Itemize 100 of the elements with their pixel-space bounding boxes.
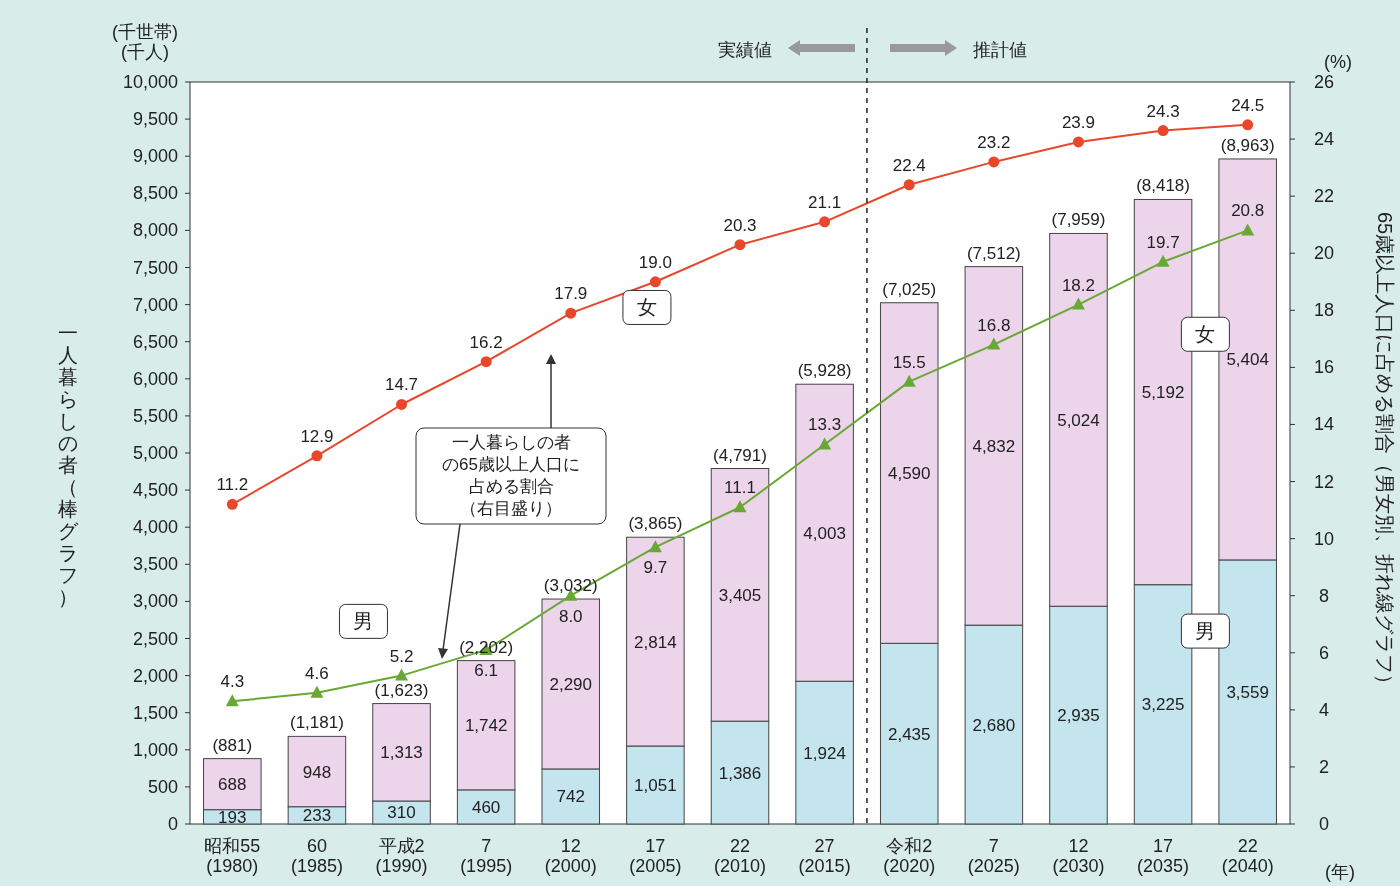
data-label: 1,924 [803, 743, 846, 763]
data-label: 23.2 [977, 132, 1011, 152]
y2-tick-label: 26 [1313, 72, 1335, 92]
data-label: 1,313 [380, 743, 423, 763]
data-label: 2,290 [549, 674, 593, 694]
y-tick-label: 7,000 [132, 294, 178, 315]
y-tick-label: 1,000 [132, 739, 178, 760]
text: 一人暮らしの者（棒グラフ） [58, 322, 78, 608]
series-label: 男 [1195, 620, 1216, 643]
data-label: 310 [387, 803, 416, 823]
point [988, 156, 1000, 168]
data-label: 19.0 [638, 252, 672, 272]
total-label: (7,959) [1051, 210, 1106, 230]
y2-tick-label: 8 [1318, 585, 1330, 606]
data-label: 4.3 [220, 672, 245, 692]
y2-tick-label: 16 [1313, 357, 1335, 378]
x-tick-label: 昭和55 (1980) [204, 836, 261, 876]
point [734, 239, 746, 251]
data-label: 13.3 [808, 415, 842, 435]
text: (%) [1324, 52, 1352, 72]
data-label: 18.2 [1061, 275, 1096, 295]
callout: 一人暮らしの者の65歳以上人口に占める割合（右目盛り） [415, 427, 607, 525]
point [903, 179, 915, 191]
point [1241, 223, 1255, 236]
total-label: (7,025) [882, 279, 937, 299]
data-label: 17.9 [554, 284, 588, 304]
data-label: 9.7 [643, 558, 668, 578]
series-label: 女 [1195, 323, 1216, 346]
total-label: (4,791) [713, 445, 767, 465]
y2-tick-label: 4 [1318, 699, 1330, 720]
x-tick-label: 12 (2000) [544, 836, 597, 876]
point [987, 337, 1001, 350]
point [565, 307, 577, 319]
data-label: 8.0 [558, 606, 583, 626]
total-label: (1,181) [289, 713, 344, 733]
x-tick-label: 60 (1985) [290, 836, 343, 876]
data-label: 11.2 [216, 475, 249, 495]
y-tick-label: 10,000 [122, 72, 178, 92]
data-label: 3,225 [1141, 695, 1185, 715]
y-tick-label: 6,500 [132, 331, 178, 352]
point [225, 694, 239, 707]
x-tick-label: 平成2 (1990) [375, 836, 428, 876]
y-tick-label: 4,000 [132, 517, 178, 538]
total-label: (7,512) [966, 243, 1021, 263]
data-label: 16.2 [469, 332, 503, 352]
data-label: 4,832 [972, 436, 1016, 456]
y-tick-label: 500 [147, 776, 178, 797]
data-label: 5,192 [1141, 383, 1185, 403]
y-tick-label: 0 [167, 814, 178, 834]
y2-tick-label: 14 [1313, 414, 1335, 435]
y-tick-label: 5,500 [132, 405, 178, 426]
data-label: 3,405 [718, 585, 762, 605]
y2-tick-label: 10 [1313, 528, 1335, 549]
y2-tick-label: 2 [1318, 756, 1330, 777]
point [1157, 125, 1169, 137]
data-label: 12.9 [300, 426, 334, 446]
point [1072, 136, 1084, 148]
y2-tick-label: 20 [1313, 243, 1335, 264]
data-label: 19.7 [1146, 232, 1180, 252]
data-label: 24.5 [1231, 95, 1265, 115]
text: (年) [1325, 862, 1355, 882]
data-label: 14.7 [384, 375, 419, 395]
data-label: 2,814 [634, 632, 677, 652]
point [311, 450, 323, 462]
data-label: 193 [218, 807, 247, 827]
y-tick-label: 8,000 [132, 220, 178, 241]
data-label: 20.3 [723, 215, 757, 235]
x-tick-label: 17 (2035) [1137, 836, 1190, 876]
text: 実績値 [718, 40, 772, 60]
y2-tick-label: 22 [1313, 186, 1335, 207]
data-label: 1,742 [464, 716, 508, 736]
total-label: (881) [212, 735, 253, 755]
point [648, 540, 662, 553]
y-tick-label: 3,500 [132, 554, 178, 575]
point [310, 685, 324, 698]
point [819, 216, 831, 228]
data-label: 460 [471, 797, 501, 817]
data-label: 2,680 [972, 715, 1016, 735]
data-label: 11.1 [724, 478, 756, 498]
y2-tick-label: 12 [1313, 471, 1335, 492]
y2-axis-title: 65歳以上人口に占める割合（男女別、折れ線グラフ） [1374, 211, 1396, 695]
x-tick-label: 22 (2040) [1221, 836, 1274, 876]
x-tick-label: 22 (2010) [713, 836, 767, 876]
point [649, 276, 661, 288]
y-tick-label: 3,000 [132, 591, 178, 612]
data-label: 22.4 [892, 155, 926, 175]
data-label: 16.8 [977, 315, 1011, 335]
y-tick-label: 7,500 [132, 257, 178, 278]
point [1156, 254, 1170, 267]
point [733, 500, 747, 513]
y-tick-label: 5,000 [132, 443, 178, 463]
data-label: 21.1 [808, 192, 842, 212]
data-label: 6.1 [474, 660, 498, 680]
total-label: (8,963) [1220, 135, 1275, 155]
y-tick-label: 6,000 [132, 368, 178, 389]
data-label: 5.2 [389, 646, 414, 666]
y-tick-label: 1,500 [132, 702, 178, 723]
series-label: 女 [636, 296, 657, 319]
text: 推計値 [973, 40, 1027, 60]
data-label: 1,051 [634, 776, 677, 796]
